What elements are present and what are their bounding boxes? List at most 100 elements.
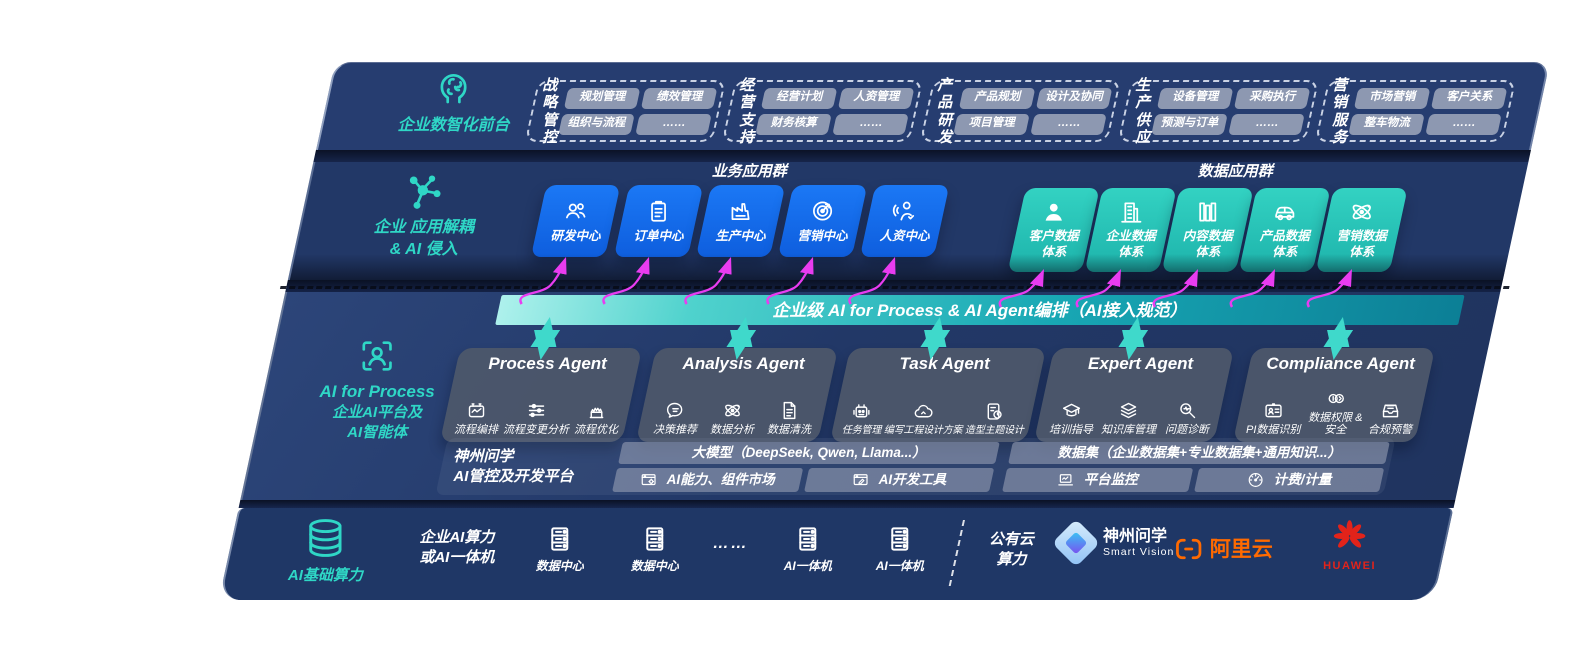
ai-platform-title-line1: 企业AI平台及: [332, 404, 423, 422]
chip: 绩效管理: [640, 87, 718, 109]
app-layer-title-line2: & AI 侵入: [389, 240, 458, 258]
alert-tray-icon: [1380, 400, 1401, 421]
center-box-production: 生产中心: [695, 185, 786, 257]
columns-icon: [1195, 199, 1221, 225]
training-icon: [1061, 400, 1082, 421]
person-scan-icon: [357, 336, 397, 376]
enterprise-compute-label: 企业AI算力 或AI一体机: [419, 529, 495, 567]
monitoring-cell: 平台监控: [1002, 468, 1193, 492]
vertical-dashed-divider: [948, 520, 965, 586]
person-icon: [1041, 199, 1067, 225]
database-icon: [303, 516, 347, 560]
capability: 数据权限 & 安全: [1305, 388, 1367, 436]
chip: 整车物流: [1348, 113, 1425, 135]
datacenter-node-2: 数据中心: [610, 524, 700, 573]
atom-icon: [722, 400, 743, 421]
chip: 采购执行: [1233, 87, 1311, 109]
window-gear-icon: [640, 471, 658, 489]
data-app-group-header: 数据应用群: [1197, 163, 1273, 180]
chip: 客户关系: [1430, 87, 1508, 109]
chip: ……: [1030, 113, 1107, 135]
server-icon: [545, 524, 575, 554]
robot-icon: [851, 401, 872, 422]
datasets-bar: 数据集（企业数据集+专业数据集+通用知识...）: [1008, 442, 1390, 464]
chip: 项目管理: [953, 113, 1030, 135]
group-marketing-service: 营销服务 市场营销 客户关系 整车物流 ……: [1314, 77, 1517, 145]
server-icon: [640, 524, 670, 554]
permission-keys-icon: [1325, 388, 1346, 409]
capability: PI数据识别: [1246, 400, 1300, 436]
data-box-enterprise: 企业数据体系: [1084, 188, 1177, 272]
front-office-layer: 企业数智化前台 战略管控 规划管理 绩效管理 组织与流程 …… 经营支持 经营计…: [315, 62, 1550, 150]
agent-analysis: Analysis Agent 决策推荐 数据分析 数据清洗: [635, 348, 839, 442]
ai-process-layer: 企业级 AI for Process & AI Agent编排（AI接入规范） …: [240, 292, 1501, 500]
chip: 财务核算: [755, 113, 832, 135]
capability: 培训指导: [1049, 400, 1093, 436]
agent-compliance: Compliance Agent PI数据识别 数据权限 & 安全 合规预警: [1232, 348, 1436, 442]
chip: 市场营销: [1353, 87, 1431, 109]
capability: 决策推荐: [653, 400, 697, 436]
capability: 数据清洗: [767, 400, 811, 436]
front-office-label-block: 企业数智化前台: [359, 67, 549, 135]
chip: 规划管理: [563, 87, 641, 109]
app-layer-title-line1: 企业 应用解耦: [373, 219, 474, 236]
chip: 预测与订单: [1151, 113, 1228, 135]
capability: 问题诊断: [1165, 400, 1209, 436]
group-title: 产品研发: [937, 76, 953, 146]
capability: 合规预警: [1368, 400, 1412, 436]
architecture-diagram: 企业数智化前台 战略管控 规划管理 绩效管理 组织与流程 …… 经营支持 经营计…: [218, 62, 1550, 600]
capability: 知识库管理: [1102, 400, 1157, 436]
data-box-content: 内容数据体系: [1161, 188, 1254, 272]
front-office-title: 企业数智化前台: [397, 117, 510, 134]
app-decoupling-layer: 企业 应用解耦 & AI 侵入 业务应用群 数据应用群 研发中心 订单中心 生产…: [287, 162, 1529, 280]
agent-expert: Expert Agent 培训指导 知识库管理 问题诊断: [1033, 348, 1235, 442]
capability: 流程编排: [454, 400, 498, 436]
server-icon: [885, 524, 915, 554]
huawei-logo: HUAWEI: [1315, 518, 1385, 572]
metering-cell: 计费/计量: [1193, 468, 1385, 492]
laptop-icon: [1057, 471, 1075, 489]
capability: 任务管理: [842, 401, 881, 436]
building-icon: [1118, 199, 1144, 225]
smart-vision-diamond-icon: [1051, 518, 1101, 568]
chip: 组织与流程: [558, 113, 635, 135]
car-icon: [1272, 199, 1298, 225]
chip: ……: [1228, 113, 1305, 135]
capability: 编写工程设计方案: [884, 401, 962, 436]
capability: 数据分析: [710, 400, 754, 436]
chip: 人资管理: [837, 87, 915, 109]
group-title: 生产供应: [1135, 76, 1151, 146]
agent-process: Process Agent 流程编排 流程变更分析 流程优化: [439, 348, 643, 442]
group-title: 经营支持: [739, 76, 755, 146]
cloud-icon: [913, 401, 934, 422]
chat-icon: [665, 400, 686, 421]
capability-market-cell: AI能力、组件市场: [612, 468, 803, 492]
id-card-icon: [1262, 400, 1283, 421]
molecule-icon: [404, 172, 444, 212]
infra-label-block: AI基础算力: [265, 516, 385, 585]
data-box-marketing-data: 营销数据体系: [1315, 188, 1408, 272]
data-box-product: 产品数据体系: [1238, 188, 1331, 272]
center-box-marketing: 营销中心: [777, 185, 868, 257]
models-bar: 大模型（DeepSeek, Qwen, Llama...）: [618, 442, 1000, 464]
optimize-icon: [586, 400, 607, 421]
capability: 流程变更分析: [503, 400, 569, 436]
group-product-rd: 产品研发 产品规划 设计及协同 项目管理 ……: [919, 77, 1122, 145]
group-strategy-control: 战略管控 规划管理 绩效管理 组织与流程 ……: [524, 77, 727, 145]
chip: ……: [832, 113, 909, 135]
chip: 产品规划: [958, 87, 1036, 109]
data-box-customer: 客户数据体系: [1007, 188, 1100, 272]
window-pen-icon: [852, 471, 870, 489]
ai-governance-platform: 神州问学 AI管控及开发平台 大模型（DeepSeek, Qwen, Llama…: [435, 438, 1396, 495]
person-wave-icon: [892, 198, 918, 224]
ai-appliance-node-1: AI一体机: [763, 524, 853, 573]
ai-appliance-node-2: AI一体机: [855, 524, 945, 573]
target-icon: [810, 198, 836, 224]
group-title: 战略管控: [542, 76, 558, 146]
app-layer-label-block: 企业 应用解耦 & AI 侵入: [329, 172, 519, 260]
layers-icon: [1119, 400, 1140, 421]
layer-divider-shadow: [238, 500, 1456, 508]
diagnose-icon: [1176, 400, 1197, 421]
layer-divider-shadow: [313, 150, 1531, 162]
group-title: 营销服务: [1332, 76, 1348, 146]
